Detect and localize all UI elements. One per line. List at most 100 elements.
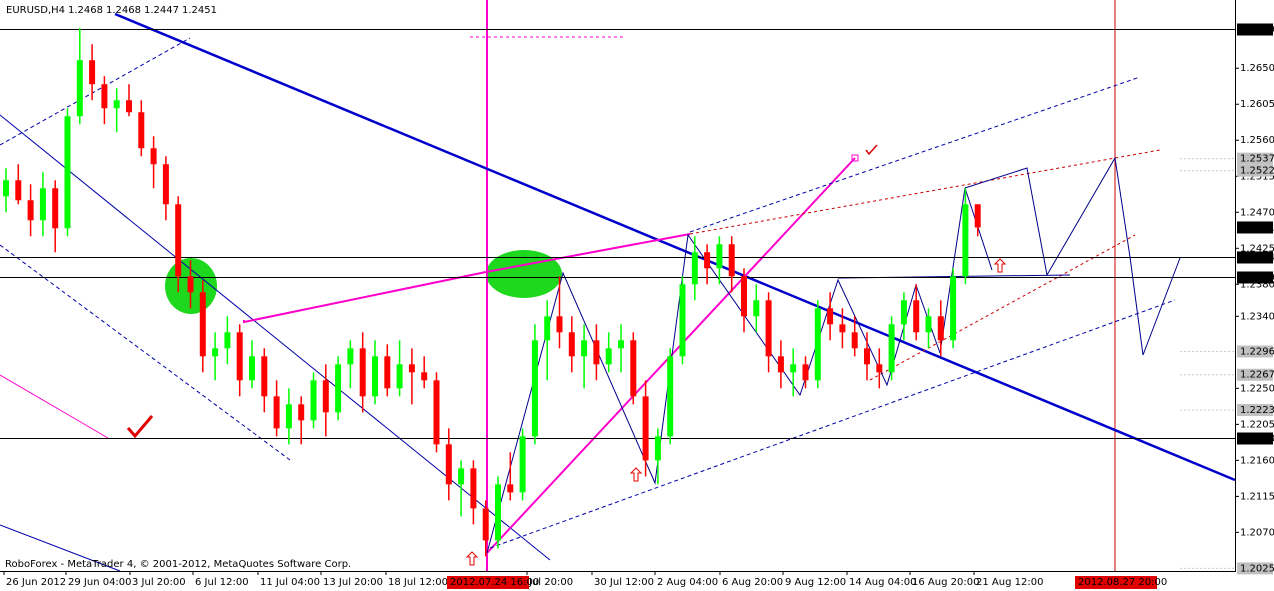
x-tick-label: 6 Jul 12:00 — [195, 577, 249, 588]
header-open: 1.2468 — [68, 5, 103, 16]
level-label: 1.2188 — [1240, 434, 1274, 445]
candles — [3, 28, 981, 557]
candle-body — [802, 364, 809, 381]
candle-body — [126, 100, 132, 113]
level-label: 1.2699 — [1240, 25, 1274, 36]
candle-body — [851, 332, 858, 349]
x-tick-label: 2 Aug 04:00 — [657, 577, 718, 588]
gray-label: 1.2296 — [1240, 347, 1274, 358]
x-tick-label: 29 Jun 04:00 — [68, 577, 132, 588]
x-tick-label: Jul 20:00 — [528, 577, 573, 588]
candle-body — [298, 404, 305, 421]
y-tick-label: 1.2560 — [1240, 135, 1274, 146]
gray-label: 1.2223 — [1240, 405, 1274, 416]
header-high: 1.2468 — [106, 5, 141, 16]
candle-body — [199, 292, 206, 357]
channel-line — [0, 37, 191, 146]
x-tick-label: 16 Aug 20:00 — [912, 577, 979, 588]
candle-body — [654, 436, 661, 461]
candle-body — [495, 484, 501, 541]
gray-label: 1.2025 — [1240, 563, 1274, 574]
gray-label-bg — [1237, 562, 1273, 575]
candle-body — [113, 100, 120, 109]
y-tick-label: 1.2160 — [1240, 455, 1274, 466]
gray-label-bg — [1237, 368, 1273, 381]
channel-line — [489, 299, 1176, 549]
candle-body — [64, 116, 71, 229]
candle-body — [359, 348, 366, 397]
trend-line — [0, 374, 109, 439]
header-low: 1.2447 — [144, 5, 179, 16]
level-label-bg — [1237, 251, 1273, 264]
candle-body — [175, 204, 182, 277]
up-arrow — [465, 551, 479, 566]
candle-body — [765, 300, 772, 357]
symbol: EURUSD,H4 — [6, 5, 65, 16]
candle-body — [138, 112, 145, 149]
time-highlight: 2012.08.27 20:00 — [1078, 577, 1167, 588]
drawings — [0, 0, 1236, 572]
candle-body — [605, 348, 612, 365]
candle-body — [568, 332, 575, 357]
y-tick-label: 1.2470 — [1240, 207, 1274, 218]
gray-label: 1.2522 — [1240, 166, 1274, 177]
x-tick-label: 3 Jul 20:00 — [132, 577, 186, 588]
candle-body — [691, 252, 698, 285]
y-tick-label: 1.2205 — [1240, 419, 1274, 430]
trend-line — [486, 157, 856, 554]
x-tick-label: 30 Jul 12:00 — [594, 577, 654, 588]
candle-body — [335, 364, 342, 413]
candle-body — [408, 364, 415, 373]
forecast-line — [964, 156, 1181, 356]
y-tick-label: 1.2340 — [1240, 311, 1274, 322]
candle-body — [150, 148, 157, 165]
candle-body — [236, 332, 243, 381]
gray-label-bg — [1237, 345, 1273, 358]
candle-body — [433, 380, 440, 445]
candle-body — [556, 316, 563, 333]
candle-body — [679, 284, 686, 357]
candle-body — [76, 60, 83, 117]
gray-label-bg — [1237, 164, 1273, 177]
candle-body — [27, 200, 34, 221]
gray-label-bg — [1237, 152, 1273, 165]
candle-body — [531, 340, 538, 437]
candle-body — [384, 356, 391, 389]
candle-body — [741, 276, 747, 317]
gray-label-bg — [1237, 403, 1273, 416]
level-label-bg — [1237, 432, 1273, 445]
candle-body — [162, 164, 169, 205]
candle-body — [790, 364, 797, 373]
x-tick-label: 18 Jul 12:00 — [388, 577, 448, 588]
time-highlight: 2012.07.24 16:00 — [450, 577, 539, 588]
candle-body — [458, 468, 465, 485]
candle-body — [310, 380, 317, 421]
y-tick-label: 1.2605 — [1240, 99, 1274, 110]
candle-body — [187, 276, 194, 293]
candle-body — [864, 348, 870, 365]
y-tick-label: 1.2425 — [1240, 243, 1274, 254]
x-tick-label: 13 Jul 20:00 — [323, 577, 383, 588]
candle-body — [507, 484, 514, 493]
candle-body — [445, 444, 452, 485]
check-mark — [126, 415, 154, 439]
candle-body — [704, 252, 711, 269]
candle-body — [630, 340, 637, 397]
candle-body — [89, 60, 96, 85]
up-arrow — [629, 467, 643, 482]
x-tick-label: 6 Aug 20:00 — [722, 577, 783, 588]
level-label: 1.2414 — [1240, 253, 1274, 264]
candle-body — [974, 204, 981, 228]
level-label-bg — [1237, 271, 1273, 284]
x-tick-label: 14 Aug 04:00 — [849, 577, 916, 588]
gray-label: 1.2537 — [1240, 154, 1274, 165]
check-mark — [865, 144, 878, 156]
candle-body — [827, 308, 834, 325]
y-tick-label: 1.2070 — [1240, 527, 1274, 538]
candle-body — [519, 436, 526, 493]
anchor — [851, 154, 859, 162]
candle-body — [39, 188, 46, 221]
